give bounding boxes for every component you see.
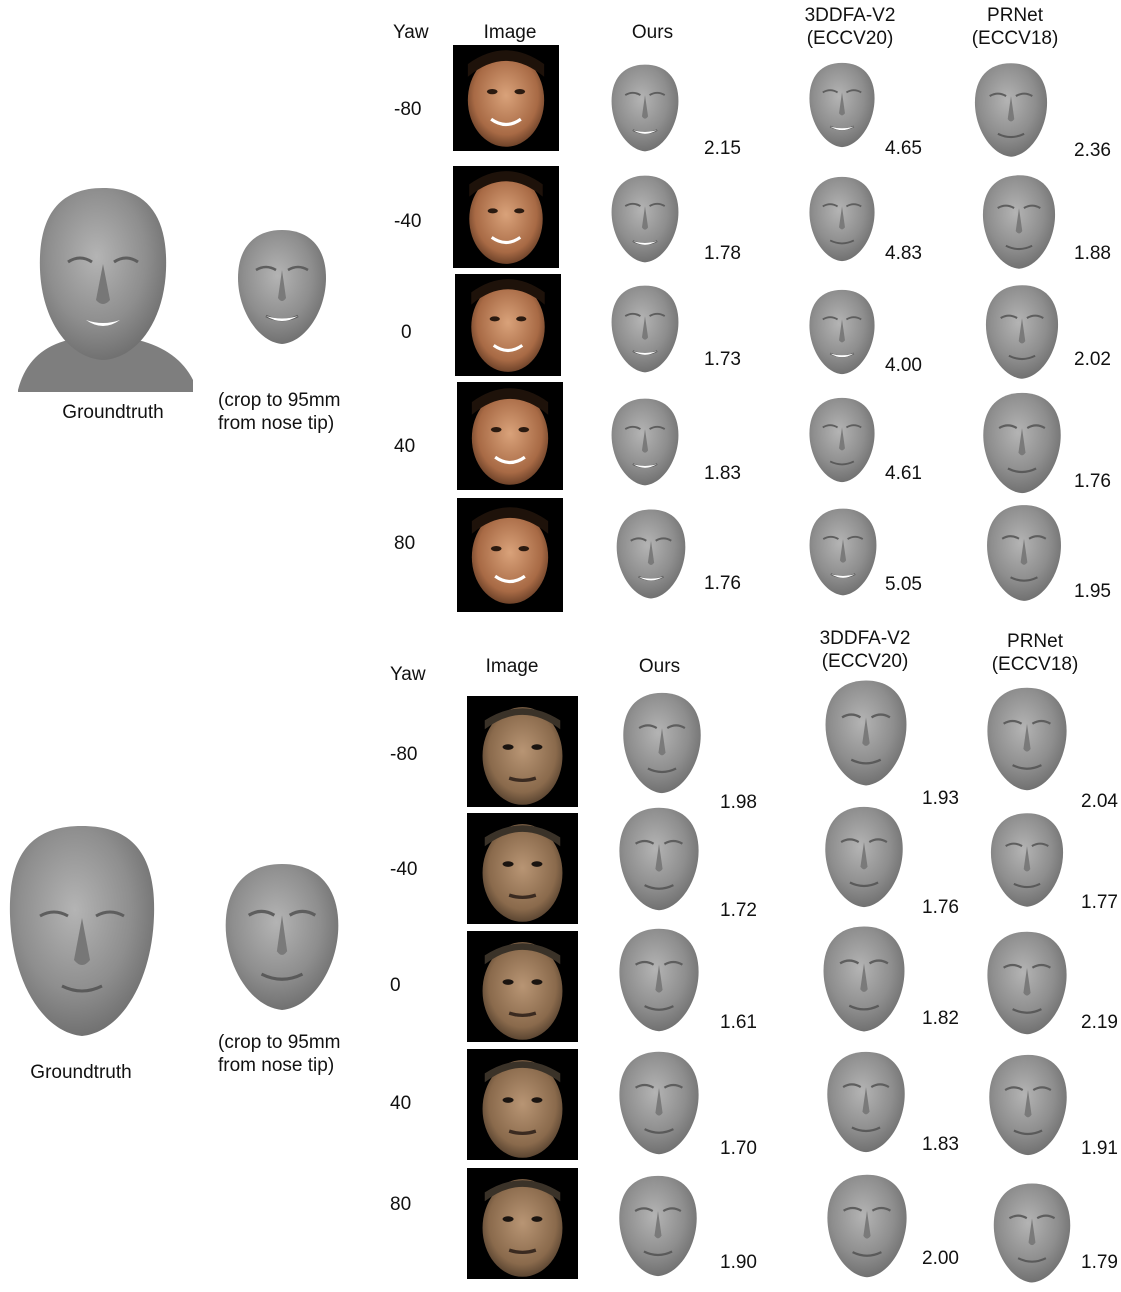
input-image xyxy=(467,931,578,1042)
input-image xyxy=(457,382,563,490)
ours-header-top: Ours xyxy=(631,22,674,43)
groundtruth-label-bottom: Groundtruth xyxy=(30,1062,132,1083)
ddfa-mesh xyxy=(805,52,879,158)
prnet-error: 2.36 xyxy=(1074,140,1111,161)
prnet-error: 1.91 xyxy=(1081,1138,1118,1159)
prnet-error: 1.77 xyxy=(1081,892,1118,913)
yaw-value: 80 xyxy=(394,533,416,554)
ours-mesh xyxy=(607,165,683,273)
prnet-mesh xyxy=(986,802,1068,918)
ddfa-mesh xyxy=(822,1044,910,1160)
ddfa-error: 4.83 xyxy=(885,243,922,264)
ddfa-error: 5.05 xyxy=(885,574,922,595)
yaw-value: 0 xyxy=(401,322,412,343)
ddfa-error: 4.61 xyxy=(885,463,922,484)
ddfa-error: 4.00 xyxy=(885,355,922,376)
ours-header-bottom: Ours xyxy=(638,656,681,677)
ddfa-mesh xyxy=(805,496,881,608)
image-header-bottom: Image xyxy=(485,656,539,677)
ours-error: 1.78 xyxy=(704,243,741,264)
crop-label-bottom: (crop to 95mm from nose tip) xyxy=(218,1032,341,1076)
prnet-mesh xyxy=(978,172,1060,272)
ours-mesh xyxy=(614,922,704,1038)
prnet-mesh xyxy=(982,926,1072,1040)
groundtruth-label-top: Groundtruth xyxy=(62,402,164,423)
ours-mesh xyxy=(614,802,704,916)
ours-error: 1.73 xyxy=(704,349,741,370)
ddfa-error: 2.00 xyxy=(922,1248,959,1269)
yaw-value: 0 xyxy=(390,975,401,996)
ours-error: 2.15 xyxy=(704,138,741,159)
ddfa-mesh xyxy=(805,386,879,494)
groundtruth-scan-bottom xyxy=(4,820,160,1042)
ours-error: 1.90 xyxy=(720,1252,757,1273)
crop-label-top: (crop to 95mm from nose tip) xyxy=(218,390,341,434)
yaw-value: -40 xyxy=(390,859,418,880)
prnet-mesh xyxy=(970,56,1052,164)
ours-mesh xyxy=(618,688,706,798)
ddfa-mesh xyxy=(805,165,879,273)
ours-error: 1.61 xyxy=(720,1012,757,1033)
cropped-groundtruth-bottom xyxy=(218,852,346,1022)
ours-mesh xyxy=(612,500,690,608)
ddfa-mesh xyxy=(818,920,910,1038)
yaw-value: -40 xyxy=(394,211,422,232)
ddfa-mesh xyxy=(822,1164,912,1288)
groundtruth-scan-top xyxy=(8,180,198,392)
image-header-top: Image xyxy=(483,22,537,43)
ddfa-header-bottom: 3DDFA-V2 (ECCV20) xyxy=(819,628,911,672)
ours-mesh xyxy=(607,388,683,496)
input-image xyxy=(455,274,561,376)
prnet-header-top: PRNet (ECCV18) xyxy=(971,5,1059,49)
yaw-value: 40 xyxy=(394,436,416,457)
prnet-error: 2.19 xyxy=(1081,1012,1118,1033)
ours-mesh xyxy=(614,1168,702,1284)
ddfa-error: 1.93 xyxy=(922,788,959,809)
ddfa-error: 1.82 xyxy=(922,1008,959,1029)
ours-error: 1.98 xyxy=(720,792,757,813)
prnet-error: 1.76 xyxy=(1074,471,1111,492)
ddfa-error: 4.65 xyxy=(885,138,922,159)
input-image xyxy=(467,696,578,807)
yaw-value: -80 xyxy=(394,99,422,120)
ours-mesh xyxy=(607,54,683,162)
yaw-header-bottom: Yaw xyxy=(390,664,426,685)
prnet-mesh xyxy=(978,388,1066,498)
ddfa-header-top: 3DDFA-V2 (ECCV20) xyxy=(804,5,896,49)
prnet-error: 2.02 xyxy=(1074,349,1111,370)
input-image xyxy=(457,498,563,612)
input-image xyxy=(453,166,559,268)
yaw-header-top: Yaw xyxy=(393,22,429,43)
prnet-header-bottom: PRNet (ECCV18) xyxy=(991,631,1079,675)
prnet-mesh xyxy=(982,500,1066,606)
ours-error: 1.72 xyxy=(720,900,757,921)
prnet-error: 1.88 xyxy=(1074,243,1111,264)
input-image xyxy=(453,45,559,151)
cropped-groundtruth-top xyxy=(232,218,332,356)
input-image xyxy=(467,813,578,924)
yaw-value: 80 xyxy=(390,1194,412,1215)
prnet-mesh xyxy=(988,1180,1076,1286)
prnet-error: 1.79 xyxy=(1081,1252,1118,1273)
ours-error: 1.70 xyxy=(720,1138,757,1159)
ddfa-mesh xyxy=(805,278,879,386)
ddfa-error: 1.76 xyxy=(922,897,959,918)
ours-error: 1.76 xyxy=(704,573,741,594)
yaw-value: 40 xyxy=(390,1093,412,1114)
ours-error: 1.83 xyxy=(704,463,741,484)
input-image xyxy=(467,1168,578,1279)
prnet-mesh xyxy=(980,282,1064,382)
input-image xyxy=(467,1049,578,1160)
ddfa-mesh xyxy=(820,798,908,916)
ddfa-mesh xyxy=(820,672,912,794)
prnet-error: 2.04 xyxy=(1081,791,1118,812)
ddfa-error: 1.83 xyxy=(922,1134,959,1155)
yaw-value: -80 xyxy=(390,744,418,765)
prnet-mesh xyxy=(984,1048,1072,1162)
prnet-error: 1.95 xyxy=(1074,581,1111,602)
ours-mesh xyxy=(614,1045,704,1161)
prnet-mesh xyxy=(982,680,1072,798)
ours-mesh xyxy=(607,275,683,383)
